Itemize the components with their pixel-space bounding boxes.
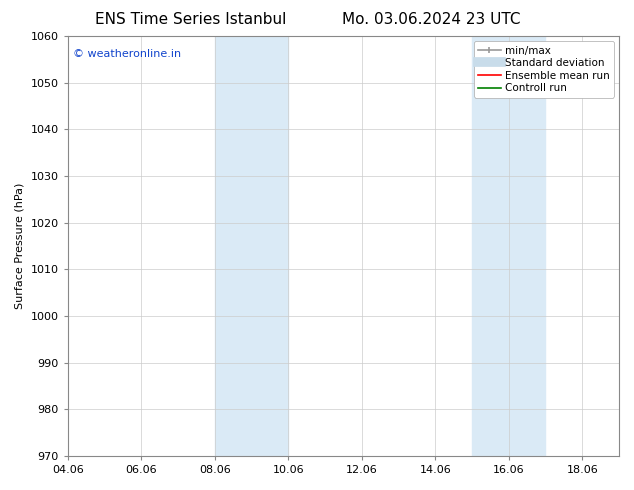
Text: Mo. 03.06.2024 23 UTC: Mo. 03.06.2024 23 UTC: [342, 12, 521, 27]
Text: ENS Time Series Istanbul: ENS Time Series Istanbul: [94, 12, 286, 27]
Legend: min/max, Standard deviation, Ensemble mean run, Controll run: min/max, Standard deviation, Ensemble me…: [474, 41, 614, 98]
Bar: [215, 36, 288, 456]
Bar: [472, 36, 545, 456]
Text: © weatheronline.in: © weatheronline.in: [73, 49, 181, 59]
Y-axis label: Surface Pressure (hPa): Surface Pressure (hPa): [15, 183, 25, 309]
